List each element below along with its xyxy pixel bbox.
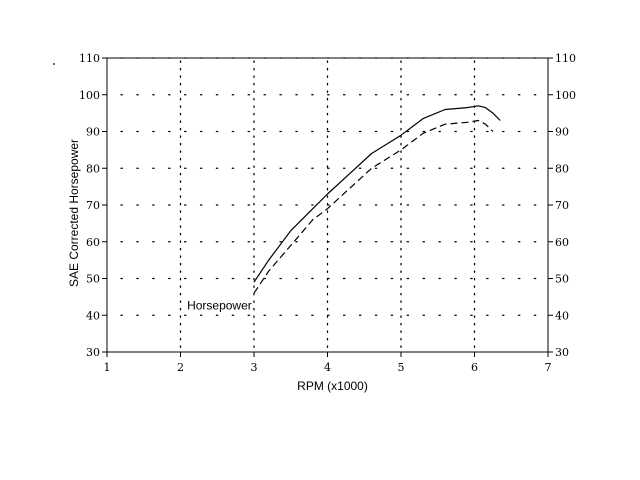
y-tick-label-left: 90 bbox=[86, 126, 100, 139]
grid bbox=[120, 57, 549, 353]
y-tick-label-left: 40 bbox=[86, 309, 100, 322]
y-tick-labels-left: 30 40 50 60 70 80 90 100 110 bbox=[79, 52, 100, 359]
x-tick-label: 3 bbox=[251, 361, 258, 374]
y-tick-label-right: 50 bbox=[555, 273, 569, 286]
y-tick-label-left: 110 bbox=[79, 52, 100, 65]
x-tick-label: 7 bbox=[545, 361, 552, 374]
x-tick-label: 1 bbox=[104, 361, 111, 374]
y-tick-label-right: 40 bbox=[555, 309, 569, 322]
y-tick-label-right: 60 bbox=[555, 236, 569, 249]
series-line-dashed bbox=[253, 119, 494, 294]
y-tick-label-left: 50 bbox=[86, 273, 100, 286]
y-tick-label-right: 100 bbox=[555, 89, 576, 102]
x-tick-label: 6 bbox=[471, 361, 478, 374]
y-tick-label-right: 90 bbox=[555, 126, 569, 139]
y-tick-label-right: 110 bbox=[555, 52, 576, 65]
series bbox=[253, 105, 501, 294]
y-tick-label-left: 30 bbox=[86, 346, 100, 359]
x-axis-title: RPM (x1000) bbox=[297, 379, 368, 393]
y-tick-label-left: 60 bbox=[86, 236, 100, 249]
series-annotation: Horsepower bbox=[187, 299, 252, 313]
tick-marks bbox=[102, 57, 553, 357]
y-tick-label-right: 70 bbox=[555, 199, 569, 212]
stray-dot bbox=[53, 63, 55, 65]
y-tick-labels-right: 30 40 50 60 70 80 90 100 110 bbox=[555, 52, 576, 359]
x-tick-labels: 1 2 3 4 5 6 7 bbox=[104, 361, 552, 374]
x-tick-label: 5 bbox=[398, 361, 405, 374]
y-tick-label-left: 70 bbox=[86, 199, 100, 212]
x-tick-label: 4 bbox=[324, 361, 331, 374]
y-tick-label-left: 100 bbox=[79, 89, 100, 102]
y-tick-label-right: 80 bbox=[555, 162, 569, 175]
y-axis-title: SAE Corrected Horsepower bbox=[67, 139, 81, 287]
y-tick-label-left: 80 bbox=[86, 162, 100, 175]
series-line-solid bbox=[253, 105, 501, 283]
y-tick-label-right: 30 bbox=[555, 346, 569, 359]
annotations: Horsepower bbox=[187, 299, 252, 313]
x-tick-label: 2 bbox=[177, 361, 184, 374]
